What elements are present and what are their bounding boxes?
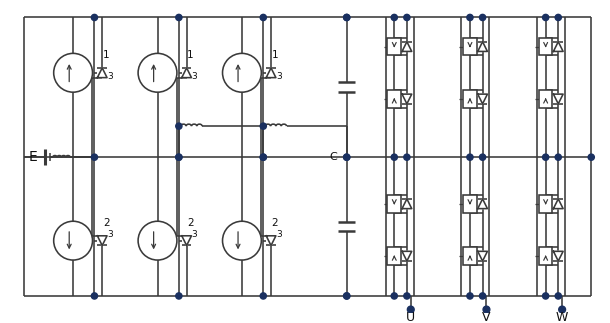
Polygon shape [402,199,412,209]
Circle shape [176,154,182,160]
Circle shape [92,293,98,299]
Circle shape [138,53,177,92]
Polygon shape [553,251,563,261]
Polygon shape [478,94,487,104]
Circle shape [479,154,486,160]
Circle shape [54,53,93,92]
Text: 1: 1 [271,50,278,60]
Circle shape [54,221,93,260]
Text: 1: 1 [187,50,194,60]
Text: 3: 3 [107,230,113,239]
Circle shape [343,293,350,299]
Circle shape [479,293,486,299]
Circle shape [343,293,350,299]
Circle shape [483,306,490,313]
Circle shape [343,154,350,160]
Circle shape [559,306,565,313]
Polygon shape [478,251,487,261]
Polygon shape [553,199,563,209]
Circle shape [343,14,350,21]
Polygon shape [182,68,192,78]
Circle shape [391,154,397,160]
Circle shape [176,154,182,160]
Circle shape [260,154,267,160]
Polygon shape [478,42,487,51]
Circle shape [138,221,177,260]
Circle shape [555,293,561,299]
Circle shape [467,14,473,21]
Polygon shape [553,94,563,104]
Circle shape [260,293,267,299]
Circle shape [555,154,561,160]
Text: 3: 3 [276,72,282,81]
Bar [387,195,401,213]
Circle shape [176,123,182,129]
Bar [539,38,553,55]
Circle shape [260,14,267,21]
Circle shape [467,154,473,160]
Polygon shape [478,199,487,209]
Text: V: V [482,311,490,323]
Circle shape [92,154,98,160]
Bar [463,38,477,55]
Bar [463,90,477,108]
Text: 1: 1 [102,50,109,60]
Bar [387,247,401,265]
Text: E: E [29,150,38,164]
Circle shape [404,154,410,160]
Circle shape [176,14,182,21]
Text: C: C [329,152,337,162]
Circle shape [542,293,549,299]
Circle shape [404,293,410,299]
Polygon shape [98,236,107,245]
Polygon shape [266,68,276,78]
Polygon shape [182,236,192,245]
Text: 3: 3 [107,72,113,81]
Circle shape [407,306,414,313]
Circle shape [542,14,549,21]
Circle shape [467,293,473,299]
Circle shape [555,14,561,21]
Text: 2: 2 [271,218,278,228]
Circle shape [391,293,397,299]
Polygon shape [553,42,563,51]
Circle shape [542,154,549,160]
Text: 3: 3 [192,72,197,81]
Polygon shape [98,68,107,78]
Circle shape [391,14,397,21]
Bar [463,195,477,213]
Circle shape [260,123,267,129]
Circle shape [223,53,261,92]
Circle shape [260,154,267,160]
Text: 2: 2 [102,218,109,228]
Circle shape [176,293,182,299]
Polygon shape [266,236,276,245]
Text: 3: 3 [276,230,282,239]
Polygon shape [402,94,412,104]
Circle shape [343,14,350,21]
Bar [539,247,553,265]
Text: 2: 2 [187,218,194,228]
Text: 3: 3 [192,230,197,239]
Text: W: W [556,311,569,323]
Circle shape [223,221,261,260]
Bar [539,90,553,108]
Bar [387,38,401,55]
Circle shape [404,14,410,21]
Text: U: U [406,311,415,323]
Circle shape [588,154,594,160]
Bar [539,195,553,213]
Circle shape [343,154,350,160]
Bar [387,90,401,108]
Circle shape [92,14,98,21]
Circle shape [479,14,486,21]
Polygon shape [402,42,412,51]
Polygon shape [402,251,412,261]
Bar [463,247,477,265]
